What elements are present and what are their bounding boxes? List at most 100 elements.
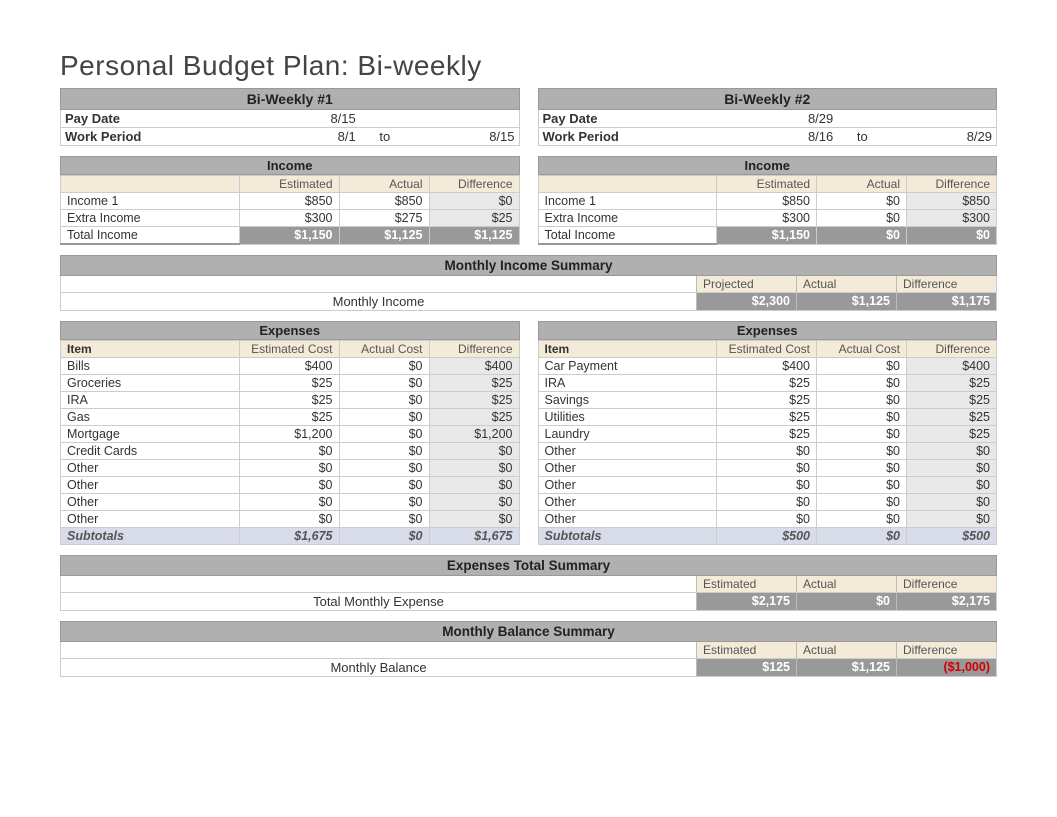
expense-act: $0 bbox=[339, 358, 429, 375]
expense-diff: $0 bbox=[429, 460, 519, 477]
income-act: $0 bbox=[817, 193, 907, 210]
expense-diff: $0 bbox=[907, 511, 997, 528]
expense-act: $0 bbox=[339, 409, 429, 426]
expense-est: $0 bbox=[239, 443, 339, 460]
summary-cell: Actual bbox=[796, 642, 896, 658]
expense-row: Mortgage $1,200 $0 $1,200 bbox=[61, 426, 520, 443]
income-est: $850 bbox=[239, 193, 339, 210]
summary-cell: $0 bbox=[796, 593, 896, 610]
col-header: Item bbox=[538, 341, 717, 358]
expense-summary-header: Expenses Total Summary bbox=[60, 555, 997, 576]
balance-summary-header: Monthly Balance Summary bbox=[60, 621, 997, 642]
expense-est: $0 bbox=[717, 443, 817, 460]
expense-row: IRA $25 $0 $25 bbox=[61, 392, 520, 409]
expense-act: $0 bbox=[339, 426, 429, 443]
income-total-label: Total Income bbox=[61, 227, 240, 245]
col-header: Actual bbox=[817, 176, 907, 193]
income-row: Income 1 $850 $0 $850 bbox=[538, 193, 997, 210]
expense-row: Other $0 $0 $0 bbox=[61, 494, 520, 511]
expense-est: $0 bbox=[717, 477, 817, 494]
expense-item: Other bbox=[538, 477, 717, 494]
expense-subtotal-row: Subtotals $1,675 $0 $1,675 bbox=[61, 528, 520, 545]
pay-date-value: 8/15 bbox=[251, 110, 360, 127]
page-title: Personal Budget Plan: Bi-weekly bbox=[60, 50, 997, 82]
expense-est: $25 bbox=[239, 409, 339, 426]
expense-est: $25 bbox=[717, 409, 817, 426]
expense-act: $0 bbox=[817, 494, 907, 511]
summary-cell: Estimated bbox=[696, 642, 796, 658]
expense-act: $0 bbox=[817, 443, 907, 460]
income-total-row: Total Income $1,150 $0 $0 bbox=[538, 227, 997, 245]
expense-est: $25 bbox=[239, 392, 339, 409]
expense-table: Item Estimated Cost Actual Cost Differen… bbox=[538, 340, 998, 545]
expense-block: Expenses Item Estimated Cost Actual Cost… bbox=[60, 321, 520, 545]
col-header: Difference bbox=[429, 176, 519, 193]
expense-act: $0 bbox=[339, 494, 429, 511]
summary-cell: $2,175 bbox=[896, 593, 996, 610]
expense-item: Savings bbox=[538, 392, 717, 409]
expense-row: Savings $25 $0 $25 bbox=[538, 392, 997, 409]
expense-diff: $0 bbox=[429, 477, 519, 494]
income-total-act: $1,125 bbox=[339, 227, 429, 245]
pay-date-label: Pay Date bbox=[539, 110, 729, 127]
expense-est: $0 bbox=[717, 494, 817, 511]
expense-row: Utilities $25 $0 $25 bbox=[538, 409, 997, 426]
period-header: Bi-Weekly #2 bbox=[538, 88, 998, 110]
col-header: Difference bbox=[907, 176, 997, 193]
expense-item: Utilities bbox=[538, 409, 717, 426]
expense-item: Other bbox=[61, 460, 240, 477]
subtotal-label: Subtotals bbox=[61, 528, 240, 545]
col-header: Estimated Cost bbox=[717, 341, 817, 358]
expense-item: Groceries bbox=[61, 375, 240, 392]
summary-cell: Estimated bbox=[696, 576, 796, 592]
expense-row: Other $0 $0 $0 bbox=[538, 494, 997, 511]
expense-diff: $0 bbox=[907, 494, 997, 511]
expense-act: $0 bbox=[817, 511, 907, 528]
expense-item: Other bbox=[538, 511, 717, 528]
income-diff: $850 bbox=[907, 193, 997, 210]
expense-header: Expenses bbox=[538, 321, 998, 340]
summary-cell: $1,175 bbox=[896, 293, 996, 310]
expense-item: Other bbox=[61, 494, 240, 511]
income-table: Estimated Actual Difference Income 1 $85… bbox=[538, 175, 998, 245]
col-header: Difference bbox=[907, 341, 997, 358]
work-from-value: 8/16 bbox=[729, 128, 838, 145]
summary-cell: $2,175 bbox=[696, 593, 796, 610]
income-diff: $25 bbox=[429, 210, 519, 227]
summary-cell: Difference bbox=[896, 576, 996, 592]
expense-row: Car Payment $400 $0 $400 bbox=[538, 358, 997, 375]
expense-item: Laundry bbox=[538, 426, 717, 443]
subtotal-est: $1,675 bbox=[239, 528, 339, 545]
work-period-label: Work Period bbox=[61, 128, 251, 145]
expense-diff: $25 bbox=[907, 409, 997, 426]
period-header: Bi-Weekly #1 bbox=[60, 88, 520, 110]
expense-act: $0 bbox=[817, 392, 907, 409]
expense-act: $0 bbox=[339, 460, 429, 477]
income-row: Extra Income $300 $0 $300 bbox=[538, 210, 997, 227]
expense-act: $0 bbox=[339, 375, 429, 392]
expense-row: Other $0 $0 $0 bbox=[61, 511, 520, 528]
expense-item: Credit Cards bbox=[61, 443, 240, 460]
expense-diff: $25 bbox=[429, 409, 519, 426]
expense-row: Other $0 $0 $0 bbox=[61, 460, 520, 477]
expense-est: $0 bbox=[239, 511, 339, 528]
summary-cell: Projected bbox=[696, 276, 796, 292]
balance-summary: Monthly Balance Summary EstimatedActualD… bbox=[60, 621, 997, 677]
col-header: Actual Cost bbox=[817, 341, 907, 358]
income-block: Income Estimated Actual Difference Incom… bbox=[60, 156, 520, 245]
expense-subtotal-row: Subtotals $500 $0 $500 bbox=[538, 528, 997, 545]
subtotal-diff: $1,675 bbox=[429, 528, 519, 545]
expense-diff: $25 bbox=[907, 375, 997, 392]
expense-item: Bills bbox=[61, 358, 240, 375]
work-period-label: Work Period bbox=[539, 128, 729, 145]
expense-table: Item Estimated Cost Actual Cost Differen… bbox=[60, 340, 520, 545]
expense-act: $0 bbox=[339, 477, 429, 494]
expense-row: IRA $25 $0 $25 bbox=[538, 375, 997, 392]
work-to-value: 8/29 bbox=[887, 128, 996, 145]
income-diff: $0 bbox=[429, 193, 519, 210]
expense-item: Car Payment bbox=[538, 358, 717, 375]
income-total-est: $1,150 bbox=[239, 227, 339, 245]
income-total-label: Total Income bbox=[538, 227, 717, 245]
summary-cell: $1,125 bbox=[796, 293, 896, 310]
expense-act: $0 bbox=[817, 460, 907, 477]
